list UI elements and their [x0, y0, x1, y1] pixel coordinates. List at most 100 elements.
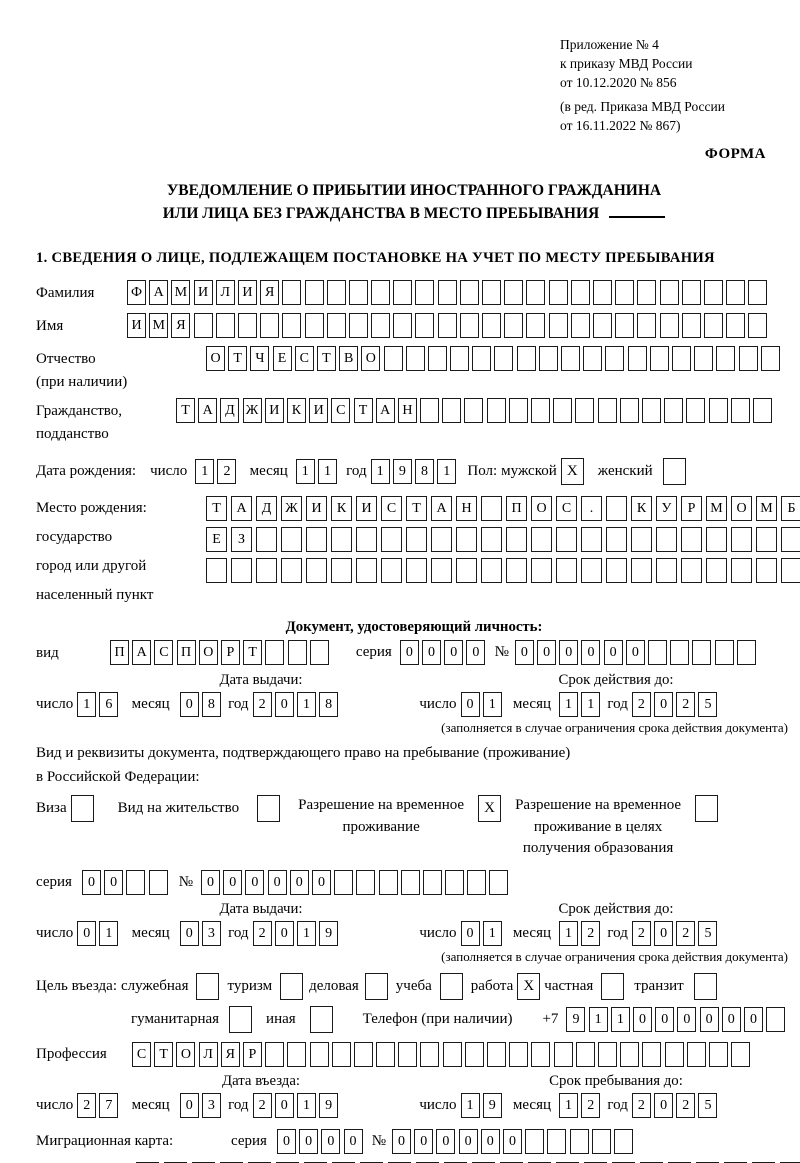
- char-cell[interactable]: [748, 280, 768, 306]
- char-cell[interactable]: 0: [654, 1093, 674, 1119]
- purpose-study-checkbox[interactable]: [439, 973, 463, 1001]
- char-cell[interactable]: [605, 345, 625, 371]
- char-cell[interactable]: Т: [206, 495, 227, 521]
- char-cell[interactable]: [738, 345, 758, 371]
- char-cell[interactable]: 0: [458, 1128, 478, 1154]
- char-cell[interactable]: [406, 557, 427, 583]
- sex-female-checkbox[interactable]: [662, 457, 686, 485]
- char-cell[interactable]: [256, 557, 277, 583]
- char-cell[interactable]: [526, 280, 546, 306]
- char-cell[interactable]: 5: [698, 691, 718, 717]
- char-cell[interactable]: Я: [171, 313, 191, 339]
- char-cell[interactable]: 9: [319, 1093, 339, 1119]
- char-cell[interactable]: 1: [296, 921, 316, 947]
- char-cell[interactable]: [420, 1041, 440, 1067]
- char-cell[interactable]: Д: [256, 495, 277, 521]
- char-cell[interactable]: Ж: [281, 495, 302, 521]
- char-cell[interactable]: [681, 557, 702, 583]
- char-cell[interactable]: [703, 313, 723, 339]
- char-cell[interactable]: [148, 870, 168, 896]
- char-cell[interactable]: 2: [252, 921, 272, 947]
- char-cell[interactable]: [331, 1041, 351, 1067]
- char-cell[interactable]: [648, 640, 667, 666]
- char-cell[interactable]: [422, 870, 442, 896]
- char-cell[interactable]: 1: [370, 458, 390, 484]
- char-cell[interactable]: У: [656, 495, 677, 521]
- char-cell[interactable]: [641, 397, 661, 423]
- char-cell[interactable]: 2: [676, 691, 696, 717]
- char-cell[interactable]: [619, 397, 639, 423]
- char-cell[interactable]: 2: [252, 691, 272, 717]
- char-cell[interactable]: 1: [460, 1093, 480, 1119]
- char-cell[interactable]: 0: [699, 1007, 719, 1033]
- char-cell[interactable]: Ч: [250, 345, 270, 371]
- char-cell[interactable]: 1: [195, 458, 215, 484]
- char-cell[interactable]: [531, 557, 552, 583]
- char-cell[interactable]: [642, 1041, 662, 1067]
- char-cell[interactable]: [381, 526, 402, 552]
- char-cell[interactable]: 8: [201, 691, 221, 717]
- char-cell[interactable]: 0: [399, 640, 419, 666]
- char-cell[interactable]: М: [706, 495, 727, 521]
- char-cell[interactable]: [649, 345, 669, 371]
- char-cell[interactable]: [348, 313, 368, 339]
- char-cell[interactable]: [664, 397, 684, 423]
- char-cell[interactable]: [287, 640, 307, 666]
- char-cell[interactable]: [356, 870, 376, 896]
- char-cell[interactable]: Т: [176, 397, 195, 423]
- char-cell[interactable]: [531, 526, 552, 552]
- char-cell[interactable]: 2: [631, 1093, 651, 1119]
- char-cell[interactable]: [575, 397, 595, 423]
- char-cell[interactable]: [656, 557, 677, 583]
- char-cell[interactable]: [260, 313, 280, 339]
- char-cell[interactable]: [708, 397, 728, 423]
- char-cell[interactable]: И: [193, 280, 213, 306]
- char-cell[interactable]: [442, 397, 462, 423]
- char-cell[interactable]: 0: [502, 1128, 522, 1154]
- char-cell[interactable]: [583, 345, 603, 371]
- char-cell[interactable]: 0: [179, 691, 199, 717]
- char-cell[interactable]: 0: [267, 870, 287, 896]
- char-cell[interactable]: 9: [566, 1007, 586, 1033]
- char-cell[interactable]: [431, 557, 452, 583]
- char-cell[interactable]: [531, 1041, 551, 1067]
- char-cell[interactable]: Т: [243, 640, 263, 666]
- char-cell[interactable]: [581, 557, 602, 583]
- char-cell[interactable]: [671, 345, 691, 371]
- char-cell[interactable]: 0: [274, 921, 294, 947]
- char-cell[interactable]: [556, 557, 577, 583]
- char-cell[interactable]: 0: [559, 640, 579, 666]
- char-cell[interactable]: Е: [272, 345, 292, 371]
- char-cell[interactable]: 0: [245, 870, 265, 896]
- char-cell[interactable]: [538, 345, 558, 371]
- char-cell[interactable]: Ж: [242, 397, 262, 423]
- char-cell[interactable]: [615, 313, 635, 339]
- char-cell[interactable]: [656, 526, 677, 552]
- char-cell[interactable]: 0: [223, 870, 243, 896]
- char-cell[interactable]: 1: [77, 691, 97, 717]
- char-cell[interactable]: [620, 1041, 640, 1067]
- char-cell[interactable]: С: [154, 640, 174, 666]
- char-cell[interactable]: [281, 526, 302, 552]
- purpose-other-checkbox[interactable]: [309, 1006, 333, 1034]
- char-cell[interactable]: 7: [99, 1093, 119, 1119]
- purpose-tourism-checkbox[interactable]: [280, 973, 304, 1001]
- char-cell[interactable]: 1: [581, 691, 601, 717]
- char-cell[interactable]: 9: [482, 1093, 502, 1119]
- char-cell[interactable]: [575, 1041, 595, 1067]
- char-cell[interactable]: .: [581, 495, 602, 521]
- char-cell[interactable]: [508, 397, 528, 423]
- char-cell[interactable]: М: [149, 313, 169, 339]
- char-cell[interactable]: А: [375, 397, 395, 423]
- char-cell[interactable]: 2: [581, 1093, 601, 1119]
- char-cell[interactable]: 0: [633, 1007, 652, 1033]
- char-cell[interactable]: 2: [631, 921, 651, 947]
- char-cell[interactable]: [356, 526, 377, 552]
- char-cell[interactable]: [664, 1041, 684, 1067]
- char-cell[interactable]: [331, 557, 352, 583]
- char-cell[interactable]: 0: [655, 1007, 675, 1033]
- char-cell[interactable]: 2: [581, 921, 601, 947]
- char-cell[interactable]: 1: [296, 691, 316, 717]
- char-cell[interactable]: 0: [422, 640, 441, 666]
- char-cell[interactable]: [547, 1128, 567, 1154]
